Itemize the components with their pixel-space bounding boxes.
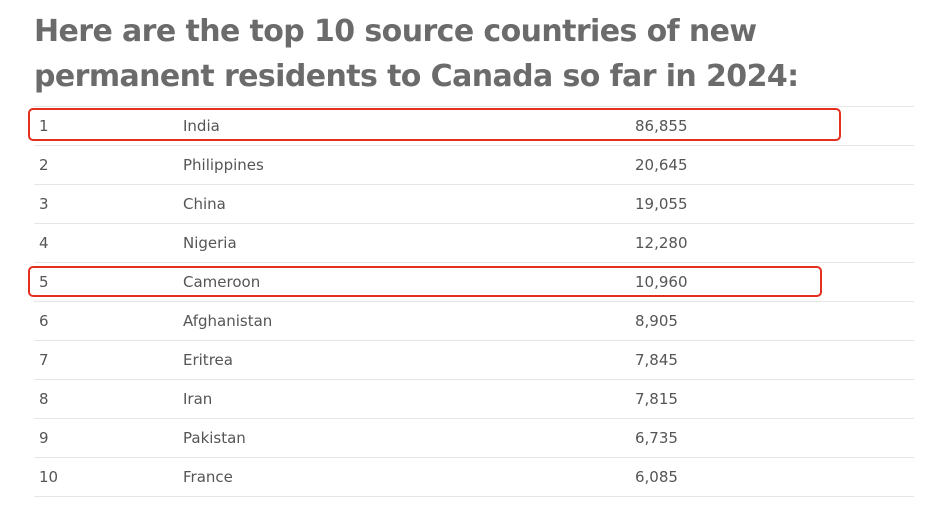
country-cell: China — [183, 184, 635, 224]
value-cell: 6,735 — [635, 418, 914, 458]
rank-cell: 2 — [34, 145, 183, 185]
value-cell: 8,905 — [635, 301, 914, 341]
rank-cell: 5 — [34, 262, 183, 302]
table-row: 3 China 19,055 — [34, 184, 914, 224]
value-cell: 10,960 — [635, 262, 914, 302]
table-row: 8 Iran 7,815 — [34, 379, 914, 419]
table-row: 2 Philippines 20,645 — [34, 145, 914, 185]
value-cell: 12,280 — [635, 223, 914, 263]
rank-cell: 1 — [34, 106, 183, 146]
table-row: 10 France 6,085 — [34, 457, 914, 497]
country-cell: India — [183, 106, 635, 146]
value-cell: 20,645 — [635, 145, 914, 185]
rank-cell: 4 — [34, 223, 183, 263]
rank-cell: 7 — [34, 340, 183, 380]
table-row: 1 India 86,855 — [34, 106, 914, 146]
table-row: 7 Eritrea 7,845 — [34, 340, 914, 380]
country-cell: France — [183, 457, 635, 497]
country-cell: Philippines — [183, 145, 635, 185]
table-row: 4 Nigeria 12,280 — [34, 223, 914, 263]
top-countries-table: 1 India 86,855 2 Philippines 20,645 3 China 19,0… — [34, 106, 914, 497]
country-cell: Eritrea — [183, 340, 635, 380]
value-cell: 86,855 — [635, 106, 914, 146]
country-cell: Iran — [183, 379, 635, 419]
country-cell: Afghanistan — [183, 301, 635, 341]
table-row: 6 Afghanistan 8,905 — [34, 301, 914, 341]
country-cell: Cameroon — [183, 262, 635, 302]
rank-cell: 6 — [34, 301, 183, 341]
country-cell: Nigeria — [183, 223, 635, 263]
country-cell: Pakistan — [183, 418, 635, 458]
value-cell: 19,055 — [635, 184, 914, 224]
rank-cell: 3 — [34, 184, 183, 224]
table-row: 9 Pakistan 6,735 — [34, 418, 914, 458]
rank-cell: 8 — [34, 379, 183, 419]
rank-cell: 9 — [34, 418, 183, 458]
rank-cell: 10 — [34, 457, 183, 497]
table-body: 1 India 86,855 2 Philippines 20,645 3 China 19,0… — [34, 106, 914, 497]
value-cell: 7,845 — [635, 340, 914, 380]
page-title: Here are the top 10 source countries of … — [34, 14, 799, 94]
value-cell: 6,085 — [635, 457, 914, 497]
value-cell: 7,815 — [635, 379, 914, 419]
table-row: 5 Cameroon 10,960 — [34, 262, 914, 302]
